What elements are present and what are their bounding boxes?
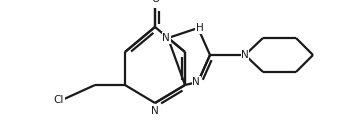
Text: O: O bbox=[151, 0, 159, 4]
Text: Cl: Cl bbox=[54, 95, 64, 105]
Text: N: N bbox=[241, 50, 249, 60]
Text: N: N bbox=[162, 33, 170, 43]
Text: N: N bbox=[151, 106, 159, 116]
Text: N: N bbox=[192, 77, 200, 87]
Text: H: H bbox=[196, 23, 204, 33]
